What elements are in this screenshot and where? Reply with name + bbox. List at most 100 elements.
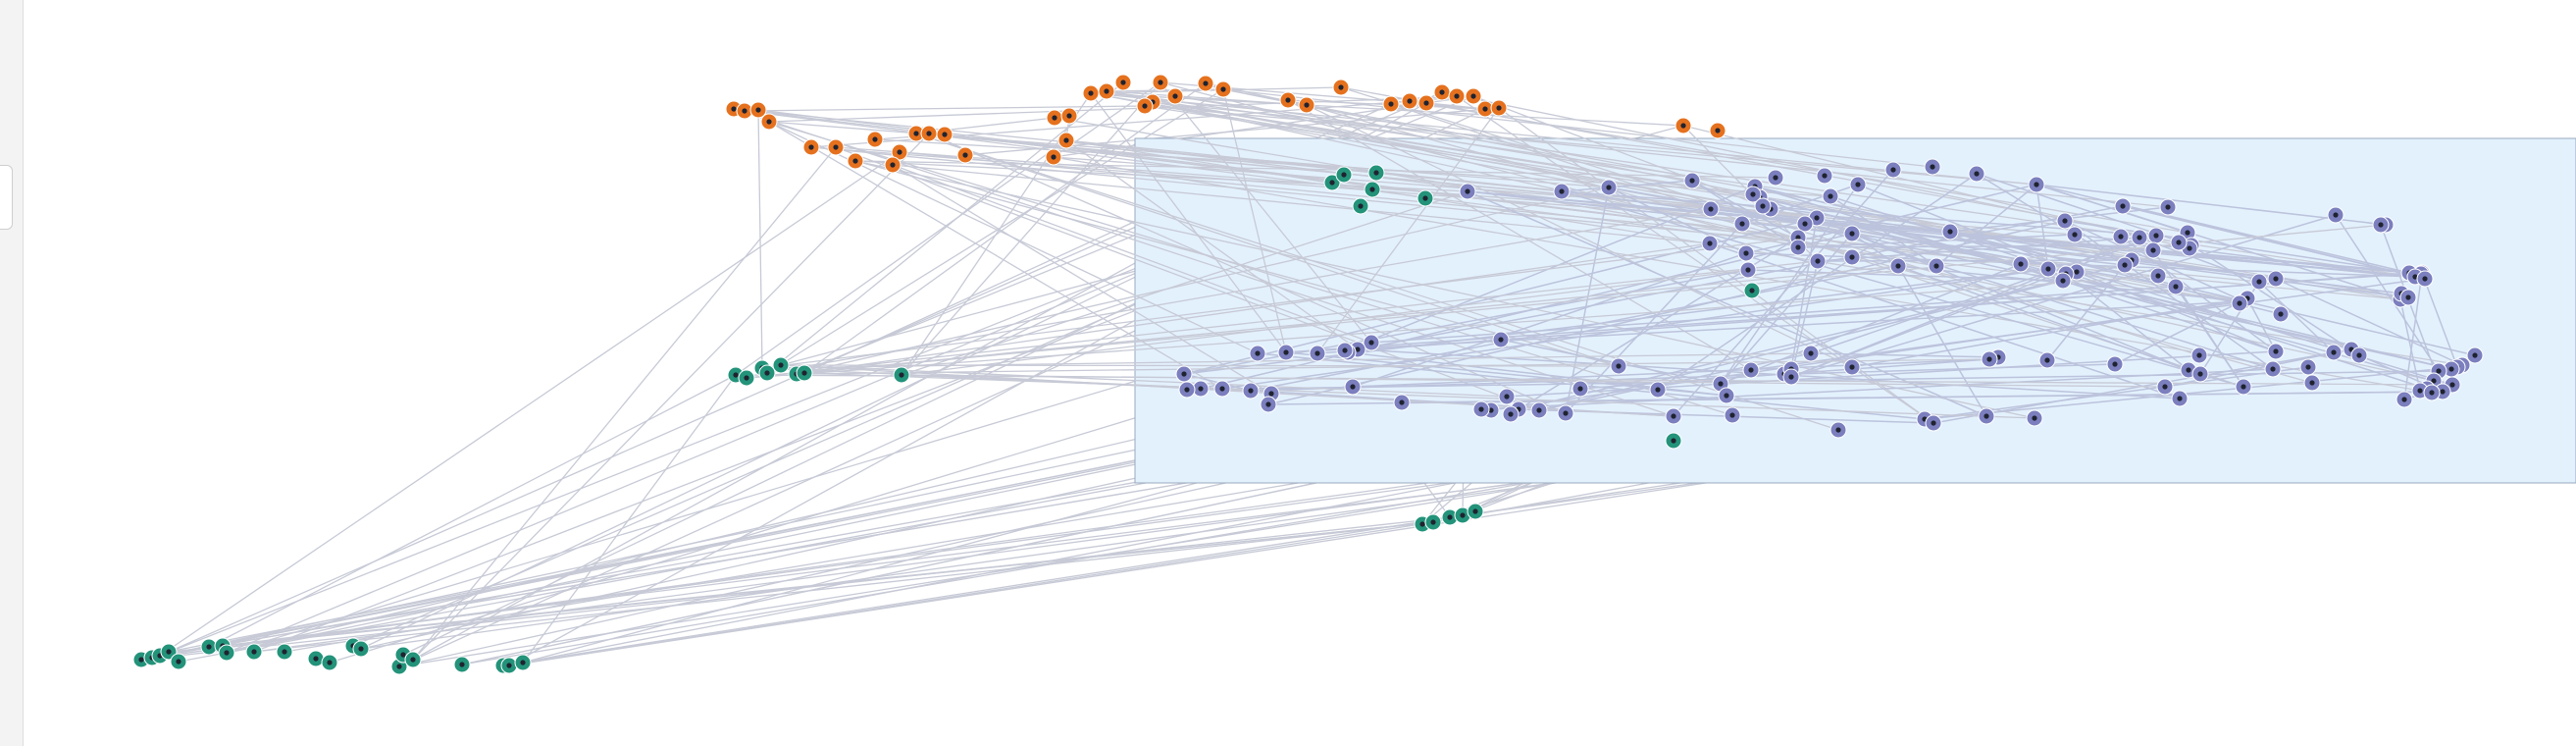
graph-node-blue[interactable]: [1178, 381, 1196, 399]
graph-node-orange[interactable]: [1709, 122, 1726, 139]
graph-node-blue[interactable]: [1502, 405, 1520, 423]
graph-node-orange[interactable]: [920, 125, 938, 142]
graph-node-teal[interactable]: [394, 646, 412, 664]
graph-node-orange[interactable]: [1448, 87, 1466, 105]
graph-node-orange[interactable]: [866, 131, 884, 148]
graph-node-blue[interactable]: [2191, 365, 2209, 383]
graph-node-blue[interactable]: [1393, 394, 1411, 411]
graph-node-blue[interactable]: [1363, 334, 1380, 351]
graph-node-blue[interactable]: [1822, 187, 1839, 205]
graph-node-blue[interactable]: [1309, 345, 1326, 362]
graph-node-blue[interactable]: [1924, 158, 1941, 176]
graph-node-blue[interactable]: [1472, 400, 1490, 418]
graph-node-blue[interactable]: [2423, 384, 2441, 401]
graph-node-blue[interactable]: [2012, 255, 2030, 273]
graph-node-blue[interactable]: [1649, 381, 1667, 399]
graph-node-orange[interactable]: [1114, 74, 1132, 91]
graph-node-teal[interactable]: [321, 654, 338, 671]
graph-node-blue[interactable]: [2179, 224, 2196, 241]
graph-node-blue[interactable]: [2299, 358, 2317, 376]
graph-node-orange[interactable]: [1136, 97, 1154, 115]
graph-node-blue[interactable]: [1809, 252, 1827, 270]
graph-node-blue[interactable]: [2147, 227, 2165, 244]
graph-node-orange[interactable]: [1382, 95, 1400, 113]
graph-node-blue[interactable]: [1968, 165, 1985, 183]
graph-node-blue[interactable]: [2112, 228, 2130, 245]
graph-node-orange[interactable]: [749, 101, 767, 119]
graph-node-orange[interactable]: [827, 138, 845, 156]
graph-node-blue[interactable]: [1344, 378, 1362, 396]
graph-node-blue[interactable]: [1978, 407, 1995, 425]
graph-node-orange[interactable]: [1057, 132, 1075, 149]
graph-node-blue[interactable]: [1742, 361, 1760, 379]
graph-node-teal[interactable]: [218, 644, 235, 662]
graph-node-blue[interactable]: [1889, 257, 1907, 275]
graph-node-blue[interactable]: [2028, 176, 2045, 193]
graph-node-teal[interactable]: [1352, 197, 1369, 215]
graph-node-blue[interactable]: [2416, 270, 2434, 288]
graph-node-blue[interactable]: [1213, 380, 1231, 398]
graph-node-blue[interactable]: [2106, 355, 2124, 373]
graph-node-blue[interactable]: [1175, 365, 1193, 383]
graph-node-blue[interactable]: [1802, 345, 1820, 362]
graph-node-blue[interactable]: [1843, 358, 1861, 376]
graph-node-orange[interactable]: [1417, 94, 1435, 112]
graph-node-blue[interactable]: [1571, 380, 1589, 398]
graph-node-orange[interactable]: [1197, 75, 1214, 92]
graph-node-blue[interactable]: [1553, 183, 1571, 200]
graph-node-blue[interactable]: [2149, 267, 2167, 285]
graph-node-blue[interactable]: [2250, 273, 2268, 291]
graph-node-orange[interactable]: [1166, 87, 1184, 105]
graph-node-blue[interactable]: [2443, 360, 2460, 378]
graph-node-teal[interactable]: [758, 364, 776, 382]
graph-node-blue[interactable]: [2159, 198, 2177, 216]
graph-node-blue[interactable]: [2466, 346, 2484, 364]
graph-node-blue[interactable]: [2327, 206, 2344, 224]
graph-node-blue[interactable]: [1816, 167, 1833, 185]
graph-node-orange[interactable]: [1332, 79, 1350, 96]
graph-node-blue[interactable]: [2026, 409, 2043, 427]
graph-node-teal[interactable]: [1335, 166, 1353, 184]
graph-node-orange[interactable]: [956, 146, 974, 164]
graph-node-blue[interactable]: [1733, 215, 1751, 233]
graph-node-blue[interactable]: [1530, 401, 1548, 419]
graph-node-blue[interactable]: [2131, 229, 2148, 246]
graph-node-blue[interactable]: [2170, 234, 2188, 251]
graph-node-blue[interactable]: [1849, 176, 1867, 193]
graph-node-blue[interactable]: [2267, 343, 2285, 360]
graph-node-orange[interactable]: [1046, 109, 1063, 127]
graph-node-blue[interactable]: [1492, 331, 1510, 348]
graph-node-teal[interactable]: [453, 656, 471, 673]
graph-node-blue[interactable]: [1782, 368, 1800, 386]
graph-node-orange[interactable]: [1674, 117, 1692, 134]
graph-node-teal[interactable]: [307, 650, 325, 667]
graph-node-blue[interactable]: [2399, 289, 2417, 306]
graph-node-teal[interactable]: [772, 356, 790, 374]
graph-node-blue[interactable]: [1459, 183, 1476, 200]
graph-node-teal[interactable]: [500, 657, 518, 674]
graph-node-blue[interactable]: [1260, 396, 1277, 413]
graph-node-blue[interactable]: [1796, 215, 1814, 233]
graph-node-teal[interactable]: [276, 643, 293, 661]
graph-node-orange[interactable]: [1476, 100, 1494, 118]
graph-node-blue[interactable]: [1600, 179, 1618, 196]
graph-node-orange[interactable]: [907, 125, 925, 142]
graph-node-blue[interactable]: [1843, 225, 1861, 242]
graph-node-teal[interactable]: [1364, 181, 1381, 198]
graph-node-teal[interactable]: [1367, 164, 1385, 182]
graph-node-blue[interactable]: [2267, 270, 2285, 288]
graph-node-orange[interactable]: [1214, 80, 1232, 98]
graph-node-blue[interactable]: [2144, 241, 2162, 259]
graph-node-orange[interactable]: [1152, 74, 1169, 91]
graph-node-teal[interactable]: [1665, 432, 1682, 450]
graph-node-teal[interactable]: [1417, 189, 1434, 207]
graph-node-orange[interactable]: [1401, 92, 1418, 110]
graph-node-orange[interactable]: [760, 113, 778, 131]
graph-node-blue[interactable]: [1702, 200, 1720, 218]
graph-node-blue[interactable]: [2171, 390, 2189, 407]
graph-node-blue[interactable]: [2231, 294, 2248, 312]
graph-node-blue[interactable]: [1789, 239, 1807, 256]
graph-node-blue[interactable]: [1718, 387, 1735, 404]
graph-node-teal[interactable]: [352, 640, 370, 658]
graph-node-blue[interactable]: [2396, 391, 2413, 408]
